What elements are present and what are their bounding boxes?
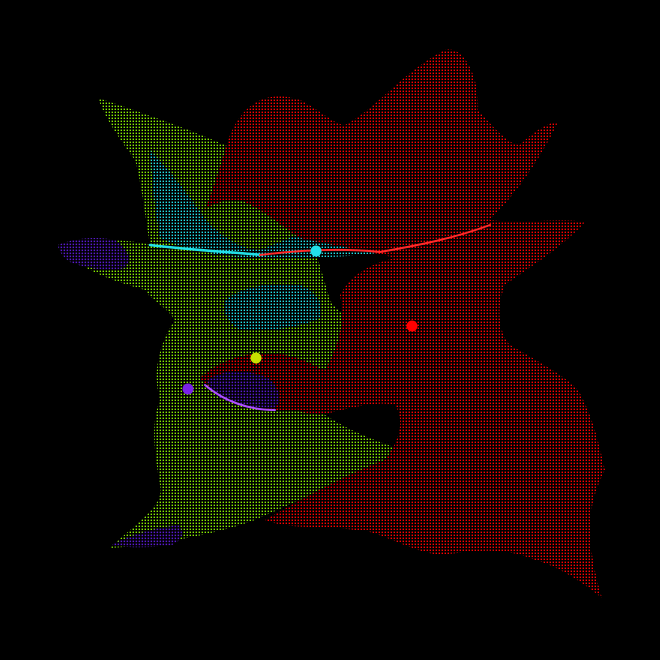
violet-marker[interactable] — [182, 383, 194, 395]
cyan-rim-highlight — [148, 243, 264, 257]
yellow-marker[interactable] — [250, 352, 262, 364]
red-ridge-highlight — [259, 224, 491, 256]
cyan-middle-patch — [224, 283, 322, 331]
violet-rim-highlight — [204, 384, 276, 411]
cyan-marker[interactable] — [310, 245, 322, 257]
lime-surface-region — [58, 98, 405, 548]
red-surface-region — [205, 49, 605, 598]
violet-bottom-patch — [112, 525, 183, 548]
red-marker[interactable] — [406, 320, 418, 332]
violet-left-lobe — [58, 237, 129, 270]
